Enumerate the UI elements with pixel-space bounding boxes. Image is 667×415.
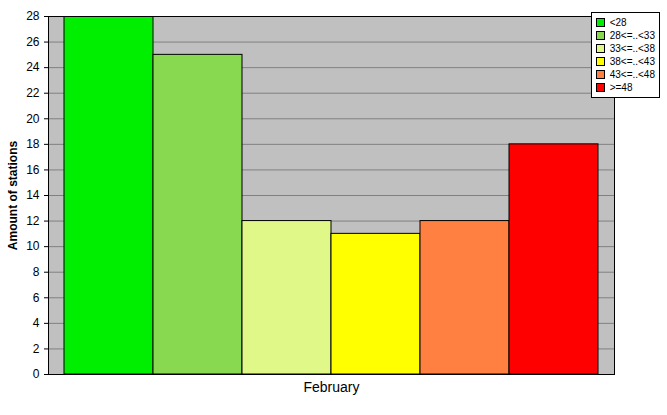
html-text:<28: <28 bbox=[609, 17, 627, 28]
html-text:>=48: >=48 bbox=[609, 82, 633, 93]
html-text:33<=..<38: 33<=..<38 bbox=[609, 43, 655, 54]
svg-text:2: 2 bbox=[33, 342, 40, 356]
svg-text:10: 10 bbox=[26, 239, 40, 253]
html-text:28<=..<33: 28<=..<33 bbox=[609, 30, 655, 41]
svg-text:20: 20 bbox=[26, 112, 40, 126]
svg-text:26: 26 bbox=[26, 35, 40, 49]
svg-text:24: 24 bbox=[26, 60, 40, 74]
svg-text:22: 22 bbox=[26, 86, 40, 100]
svg-text:February: February bbox=[303, 379, 359, 395]
svg-text:16: 16 bbox=[26, 163, 40, 177]
svg-text:12: 12 bbox=[26, 214, 40, 228]
svg-text:0: 0 bbox=[33, 367, 40, 381]
svg-text:28: 28 bbox=[26, 9, 40, 23]
svg-text:18: 18 bbox=[26, 137, 40, 151]
html-text:38<=..<43: 38<=..<43 bbox=[609, 56, 655, 67]
html-text:43<=..<48: 43<=..<48 bbox=[609, 69, 655, 80]
svg-text:8: 8 bbox=[33, 265, 40, 279]
svg-text:14: 14 bbox=[26, 188, 40, 202]
svg-text:6: 6 bbox=[33, 291, 40, 305]
svg-text:Amount of stations: Amount of stations bbox=[6, 141, 20, 251]
svg-text:4: 4 bbox=[33, 316, 40, 330]
